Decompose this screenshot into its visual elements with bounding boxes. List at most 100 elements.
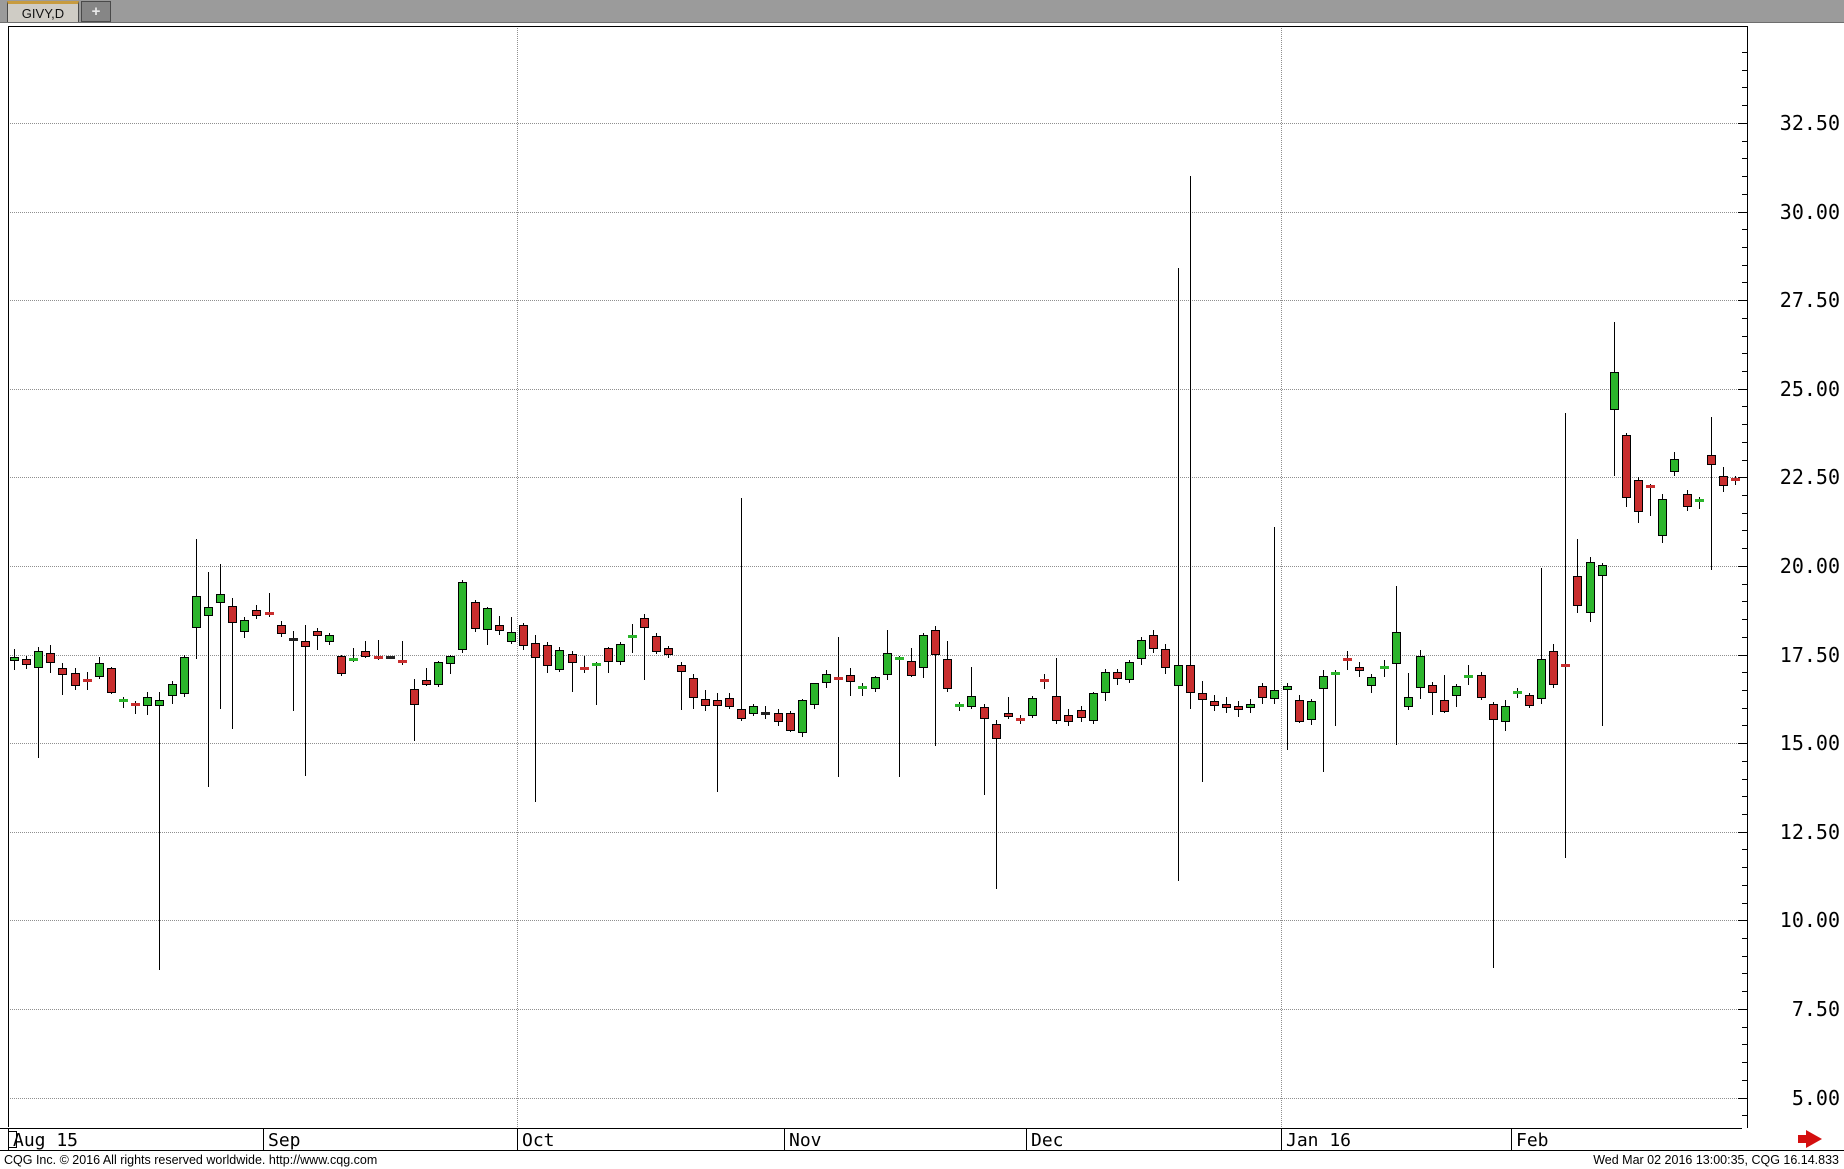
candle-body [1404, 697, 1413, 707]
y-axis-major-tick [1738, 832, 1747, 833]
x-axis-month-label: Oct [522, 1130, 555, 1151]
y-axis-label: 22.50 [1779, 465, 1840, 489]
status-bar: CQG Inc. © 2016 All rights reserved worl… [0, 1150, 1844, 1169]
candle-body [216, 594, 225, 603]
candle-body [568, 654, 577, 663]
candle-body [1307, 701, 1316, 720]
scroll-right-arrow-icon[interactable] [1798, 1130, 1822, 1148]
candle-body [834, 677, 843, 680]
candle-wick [1541, 568, 1542, 704]
y-axis-label: 12.50 [1779, 820, 1840, 844]
candle-body [1355, 667, 1364, 671]
candle-body [907, 661, 916, 676]
candle-body [640, 618, 649, 628]
y-axis-label: 30.00 [1779, 200, 1840, 224]
candle-body [131, 703, 140, 706]
candle-body [713, 700, 722, 706]
tab-givy-daily[interactable]: GIVY,D [7, 1, 79, 22]
month-gridline [1281, 26, 1282, 1127]
y-axis-minor-tick [1742, 229, 1747, 230]
candle-wick [838, 637, 839, 777]
candle-body [1670, 459, 1679, 472]
y-axis-minor-tick [1742, 495, 1747, 496]
y-axis-label: 32.50 [1779, 111, 1840, 135]
candle-body [616, 644, 625, 662]
candle-body [1161, 649, 1170, 668]
candle-body [1658, 499, 1667, 536]
x-axis-month-tick [1026, 1129, 1027, 1150]
candle-body [761, 712, 770, 715]
candle-body [1234, 706, 1243, 710]
add-tab-button[interactable]: + [81, 1, 111, 22]
candle-body [1222, 704, 1231, 708]
candle-body [883, 653, 892, 675]
y-axis-major-tick [1738, 1098, 1747, 1099]
candle-body [1683, 494, 1692, 507]
candle-wick [378, 640, 379, 660]
candle-wick [535, 635, 536, 802]
candle-body [192, 596, 201, 628]
x-axis-month-label: Nov [789, 1130, 822, 1151]
candle-wick [572, 651, 573, 692]
candle-body [1064, 715, 1073, 722]
x-axis-month-tick [263, 1129, 264, 1150]
candle-body [1452, 686, 1461, 696]
candle-body [349, 658, 358, 661]
price-gridline [8, 655, 1747, 656]
y-axis-minor-tick [1742, 141, 1747, 142]
candle-wick [220, 564, 221, 709]
candle-body [992, 724, 1001, 739]
candle-wick [208, 572, 209, 787]
y-axis-label: 17.50 [1779, 643, 1840, 667]
candle-body [967, 696, 976, 707]
y-axis-label: 5.00 [1791, 1086, 1840, 1110]
candle-body [1646, 485, 1655, 488]
candle-body [895, 657, 904, 660]
y-axis-major-tick [1738, 300, 1747, 301]
x-axis-strip[interactable]: Aug 15 Sep Oct Nov Dec Jan 16 Feb [0, 1128, 1742, 1151]
candle-body [604, 648, 613, 662]
candle-wick [38, 647, 39, 758]
candle-body [1440, 700, 1449, 712]
candle-body [95, 663, 104, 677]
candle-body [798, 700, 807, 733]
candle-body [1428, 685, 1437, 693]
y-axis-minor-tick [1742, 956, 1747, 957]
candle-body [1367, 677, 1376, 686]
x-axis-month-label: Feb [1516, 1130, 1549, 1151]
y-axis-major-tick [1738, 212, 1747, 213]
candle-body [580, 667, 589, 670]
candle-body [313, 631, 322, 636]
candle-body [422, 680, 431, 685]
candle-body [458, 582, 467, 650]
candle-body [1610, 372, 1619, 410]
candle-body [1464, 675, 1473, 678]
candle-wick [584, 656, 585, 673]
candle-wick [1493, 702, 1494, 968]
candle-wick [293, 631, 294, 711]
candle-wick [365, 641, 366, 658]
candle-body [337, 656, 346, 674]
x-axis-month-tick [1511, 1129, 1512, 1150]
candle-body [1598, 565, 1607, 576]
candle-wick [1565, 413, 1566, 858]
timestamp-version-text: Wed Mar 02 2016 13:00:35, CQG 16.14.833 [1593, 1153, 1839, 1167]
candle-body [519, 625, 528, 646]
plot-border-left [8, 26, 9, 1127]
candle-body [1695, 499, 1704, 502]
y-axis-minor-tick [1742, 1062, 1747, 1063]
candle-body [943, 659, 952, 689]
candle-wick [899, 656, 900, 777]
candle-wick [850, 668, 851, 696]
candle-body [871, 677, 880, 689]
y-axis-label: 27.50 [1779, 288, 1840, 312]
candle-wick [644, 614, 645, 680]
tab-givy-label: GIVY,D [21, 5, 65, 21]
candle-body [143, 697, 152, 706]
candle-body [434, 662, 443, 685]
candle-body [301, 641, 310, 647]
candle-wick [935, 626, 936, 746]
candle-wick [984, 704, 985, 795]
y-axis-minor-tick [1742, 619, 1747, 620]
